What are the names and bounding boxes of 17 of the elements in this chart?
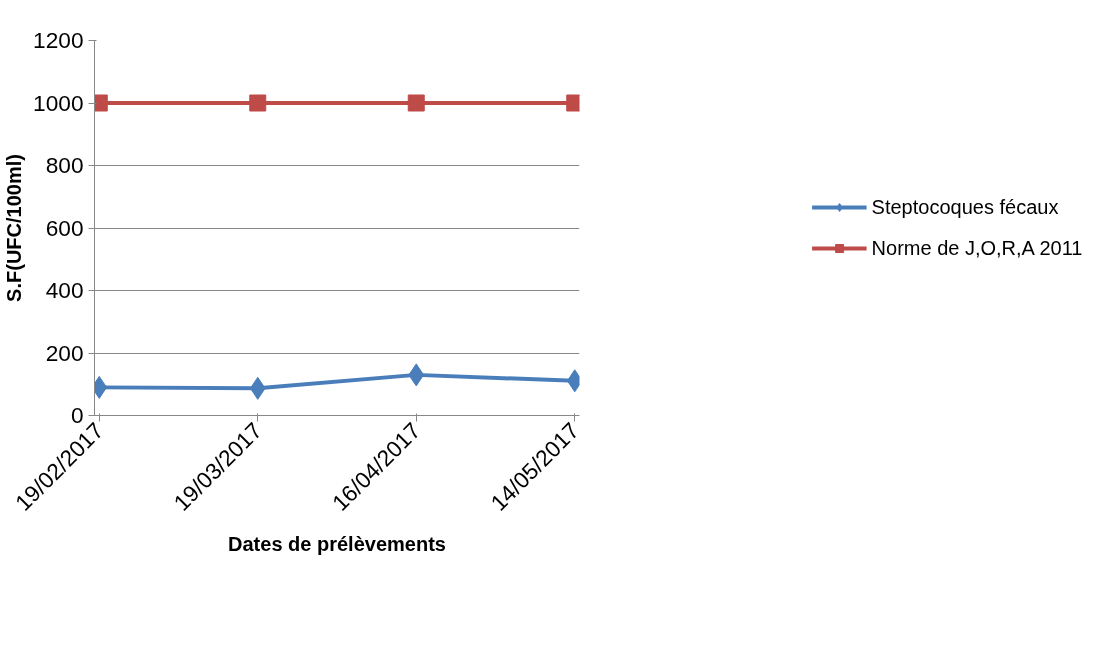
- y-axis-title: S.F(UFC/100ml): [3, 154, 26, 302]
- y-tick-label: 400: [45, 277, 84, 303]
- legend-label: Norme de J,O,R,A 2011: [871, 236, 1083, 260]
- point: [407, 94, 425, 112]
- y-tick-label: 1200: [33, 27, 84, 53]
- y-tick-label: 1000: [33, 89, 84, 116]
- point: [408, 363, 425, 387]
- y-tick-label: 800: [45, 152, 84, 178]
- point: [566, 94, 580, 112]
- point: [249, 376, 266, 400]
- point: [249, 94, 267, 112]
- y-tick-label: 200: [45, 339, 84, 366]
- y-tick-label: 600: [45, 214, 84, 241]
- point: [94, 94, 108, 112]
- y-tick-label: 0: [70, 402, 84, 428]
- x-axis-title: Dates de prélèvements: [228, 533, 446, 556]
- legend-label: Steptocoques fécaux: [871, 195, 1059, 219]
